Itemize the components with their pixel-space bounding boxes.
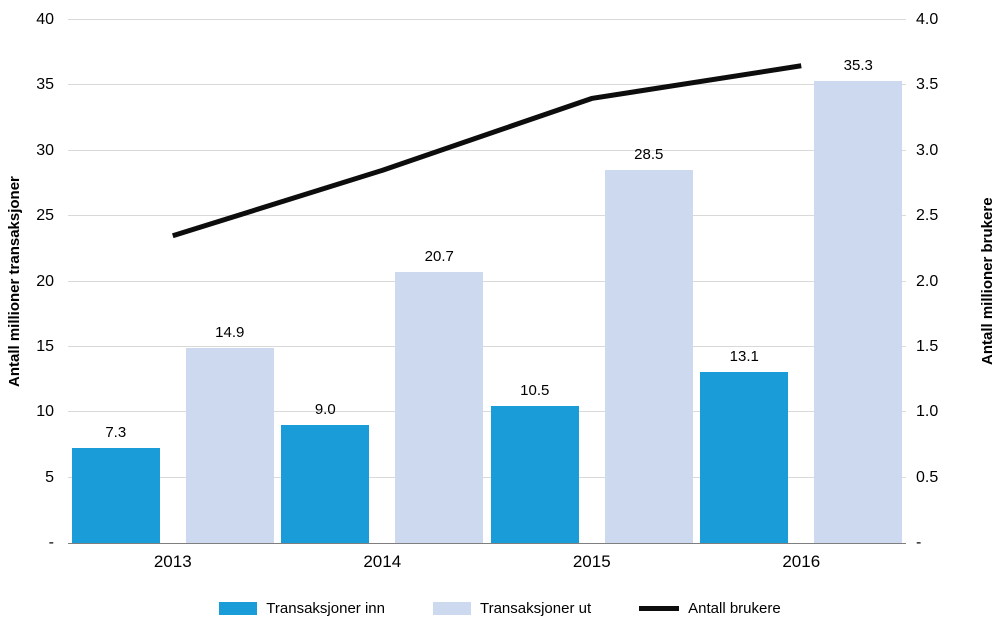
gridline xyxy=(68,476,906,478)
right-tick-label: 4.0 xyxy=(916,11,939,28)
left-tick-label: 15 xyxy=(36,337,54,355)
x-label-2015: 2015 xyxy=(572,552,611,571)
legend-label: Transaksjoner ut xyxy=(479,599,592,617)
bar-value-label: 9.0 xyxy=(314,401,336,419)
bar-value-label: 20.7 xyxy=(424,248,454,266)
x-label-2014: 2014 xyxy=(363,552,402,571)
bar-value-label: 14.9 xyxy=(215,324,245,342)
bar-value-label: 13.1 xyxy=(729,347,759,365)
left-tick-label: 35 xyxy=(36,76,54,94)
left-tick-label: 20 xyxy=(36,272,54,290)
gridline xyxy=(68,411,906,413)
left-tick-label: 25 xyxy=(36,207,54,225)
plot-area: 7.3 14.9 9.0 20.7 10.5 28.5 13.1 35.3 xyxy=(68,19,906,544)
gridline xyxy=(68,19,906,20)
legend-label: Transaksjoner inn xyxy=(266,599,385,617)
legend-item-transaksjoner-ut: Transaksjoner ut xyxy=(432,599,592,617)
right-axis-title: Antall millioner brukere xyxy=(979,197,996,366)
bar-transaksjoner-inn-2014 xyxy=(281,425,370,543)
bar-value-label: 35.3 xyxy=(843,57,873,75)
legend-item-transaksjoner-inn: Transaksjoner inn xyxy=(219,600,385,617)
gridline xyxy=(68,345,906,347)
right-axis-ticks: - 0.5 1.0 1.5 2.0 2.5 3.0 3.5 4.0 xyxy=(916,0,960,639)
bars-layer: 7.3 14.9 9.0 20.7 10.5 28.5 13.1 35.3 xyxy=(68,20,906,543)
left-tick-label: 40 xyxy=(36,11,54,28)
right-tick-label: 3.0 xyxy=(916,141,939,159)
bar-transaksjoner-ut-2016 xyxy=(814,81,903,543)
x-label-2016: 2016 xyxy=(782,552,821,571)
bar-transaksjoner-ut-2014 xyxy=(395,272,484,543)
legend: Transaksjoner inn Transaksjoner ut Antall … xyxy=(0,596,1000,620)
bar-transaksjoner-inn-2013 xyxy=(71,447,160,543)
left-tick-label: 10 xyxy=(36,403,54,421)
x-label-2013: 2013 xyxy=(153,552,192,571)
legend-item-antall-brukere: Antall brukere xyxy=(639,600,781,617)
left-tick-label: 5 xyxy=(45,468,54,486)
right-tick-label: 3.5 xyxy=(916,76,939,94)
legend-swatch-icon xyxy=(219,601,258,615)
left-tick-label: - xyxy=(48,534,54,551)
bar-transaksjoner-ut-2015 xyxy=(604,170,693,543)
x-axis-line xyxy=(68,543,906,544)
right-tick-label: 2.0 xyxy=(916,272,939,290)
x-axis-labels: 2013 2014 2015 2016 xyxy=(68,552,906,576)
right-tick-label: 2.5 xyxy=(916,207,939,225)
bar-value-label: 10.5 xyxy=(520,381,550,399)
gridline xyxy=(68,280,906,282)
bar-transaksjoner-inn-2016 xyxy=(700,371,789,543)
bar-value-label: 28.5 xyxy=(634,146,664,164)
left-axis-ticks: - 5 10 15 20 25 30 35 40 xyxy=(20,0,54,639)
left-tick-label: 30 xyxy=(36,141,54,159)
legend-line-icon xyxy=(639,605,680,611)
legend-label: Antall brukere xyxy=(688,599,781,617)
right-tick-label: 1.5 xyxy=(916,337,939,355)
right-tick-label: 1.0 xyxy=(916,403,939,421)
bar-transaksjoner-inn-2015 xyxy=(490,405,579,543)
legend-swatch-icon xyxy=(432,601,471,615)
bar-transaksjoner-ut-2013 xyxy=(185,348,274,543)
bar-value-label: 7.3 xyxy=(105,423,127,441)
right-tick-label: - xyxy=(916,534,922,551)
right-tick-label: 0.5 xyxy=(916,468,939,486)
